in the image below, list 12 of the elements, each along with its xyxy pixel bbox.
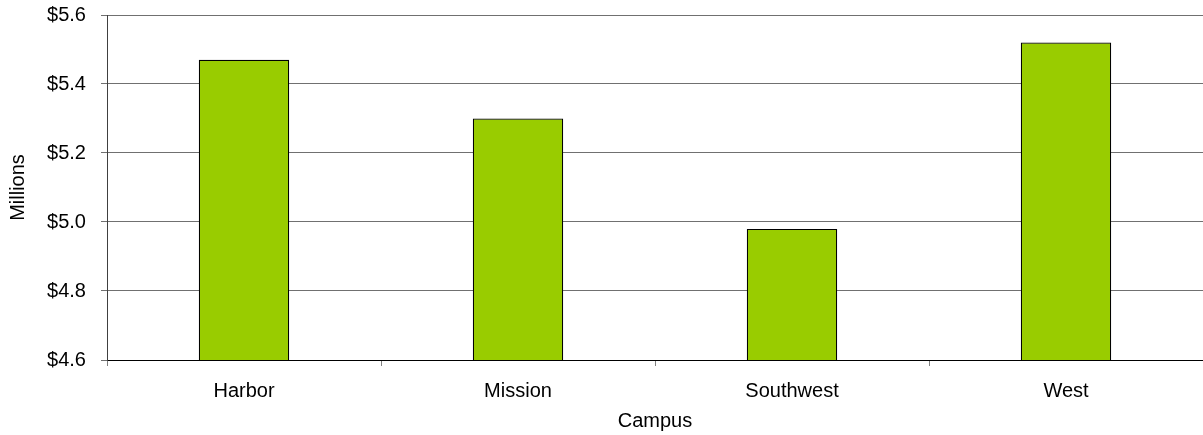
y-tick-label: $5.2 bbox=[47, 140, 86, 163]
y-tick-label: $4.6 bbox=[47, 347, 86, 370]
x-tick-label: Harbor bbox=[213, 378, 275, 401]
y-tick-label: $4.8 bbox=[47, 278, 86, 301]
y-tick-label: $5.6 bbox=[47, 2, 86, 25]
y-tick-label: $5.4 bbox=[47, 71, 86, 94]
x-tick-label: Mission bbox=[484, 378, 552, 401]
y-axis-title: Millions bbox=[5, 154, 28, 221]
x-axis-title: Campus bbox=[617, 408, 693, 431]
x-tick-label: West bbox=[1043, 378, 1090, 401]
x-tick-label: Southwest bbox=[745, 378, 840, 401]
y-tick-label: $5.0 bbox=[47, 209, 86, 232]
